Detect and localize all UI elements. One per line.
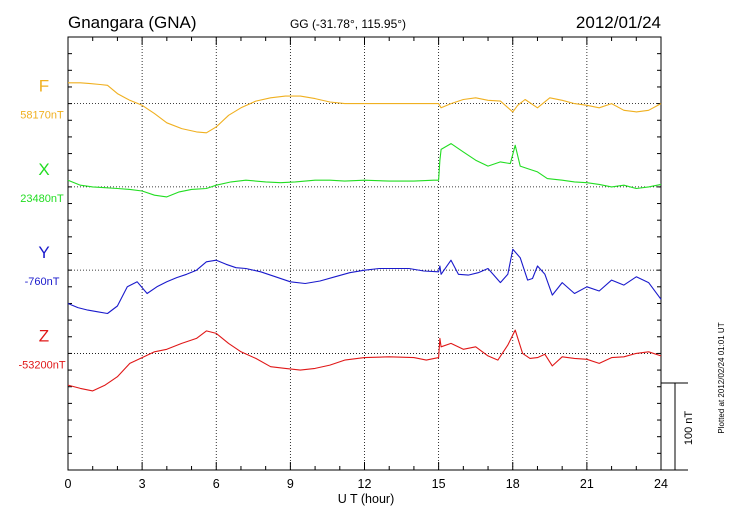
grid-lines — [68, 37, 661, 470]
channel-name-x: X — [38, 160, 49, 179]
channel-baseline-f: 58170nT — [20, 110, 64, 122]
x-tick-label: 12 — [358, 477, 372, 491]
x-tick-label: 3 — [139, 477, 146, 491]
date-label: 2012/01/24 — [576, 13, 661, 32]
channel-name-y: Y — [38, 243, 49, 262]
channel-name-f: F — [39, 77, 49, 96]
x-tick-label: 9 — [287, 477, 294, 491]
scale-bar-label: 100 nT — [683, 411, 695, 446]
coordinates-label: GG (-31.78°, 115.95°) — [290, 17, 406, 31]
trace-y — [67, 248, 662, 315]
channel-name-z: Z — [39, 326, 49, 345]
channel-baseline-z: -53200nT — [18, 359, 65, 371]
data-traces — [67, 82, 662, 392]
x-tick-label: 0 — [65, 477, 72, 491]
x-tick-label: 6 — [213, 477, 220, 491]
x-tick-label: 24 — [654, 477, 668, 491]
trace-x — [67, 143, 662, 198]
x-axis-label: U T (hour) — [338, 492, 395, 506]
channel-baseline-x: 23480nT — [20, 193, 64, 205]
x-tick-label: 21 — [580, 477, 594, 491]
scale-bar: 100 nT — [661, 382, 695, 471]
axis-ticks — [67, 37, 662, 470]
trace-f — [68, 82, 662, 134]
plotted-at-note: Plotted at 2012/02/24 01:01 UT — [717, 322, 726, 433]
trace-z — [67, 329, 662, 392]
channel-labels: F 58170nT X 23480nT Y -760nT Z -53200nT — [18, 77, 65, 372]
channel-baseline-y: -760nT — [25, 276, 60, 288]
x-tick-label: 18 — [506, 477, 520, 491]
x-tick-label: 15 — [432, 477, 446, 491]
x-tick-labels: 0 3 6 9 12 15 18 21 24 — [65, 477, 668, 491]
station-title: Gnangara (GNA) — [68, 13, 197, 32]
